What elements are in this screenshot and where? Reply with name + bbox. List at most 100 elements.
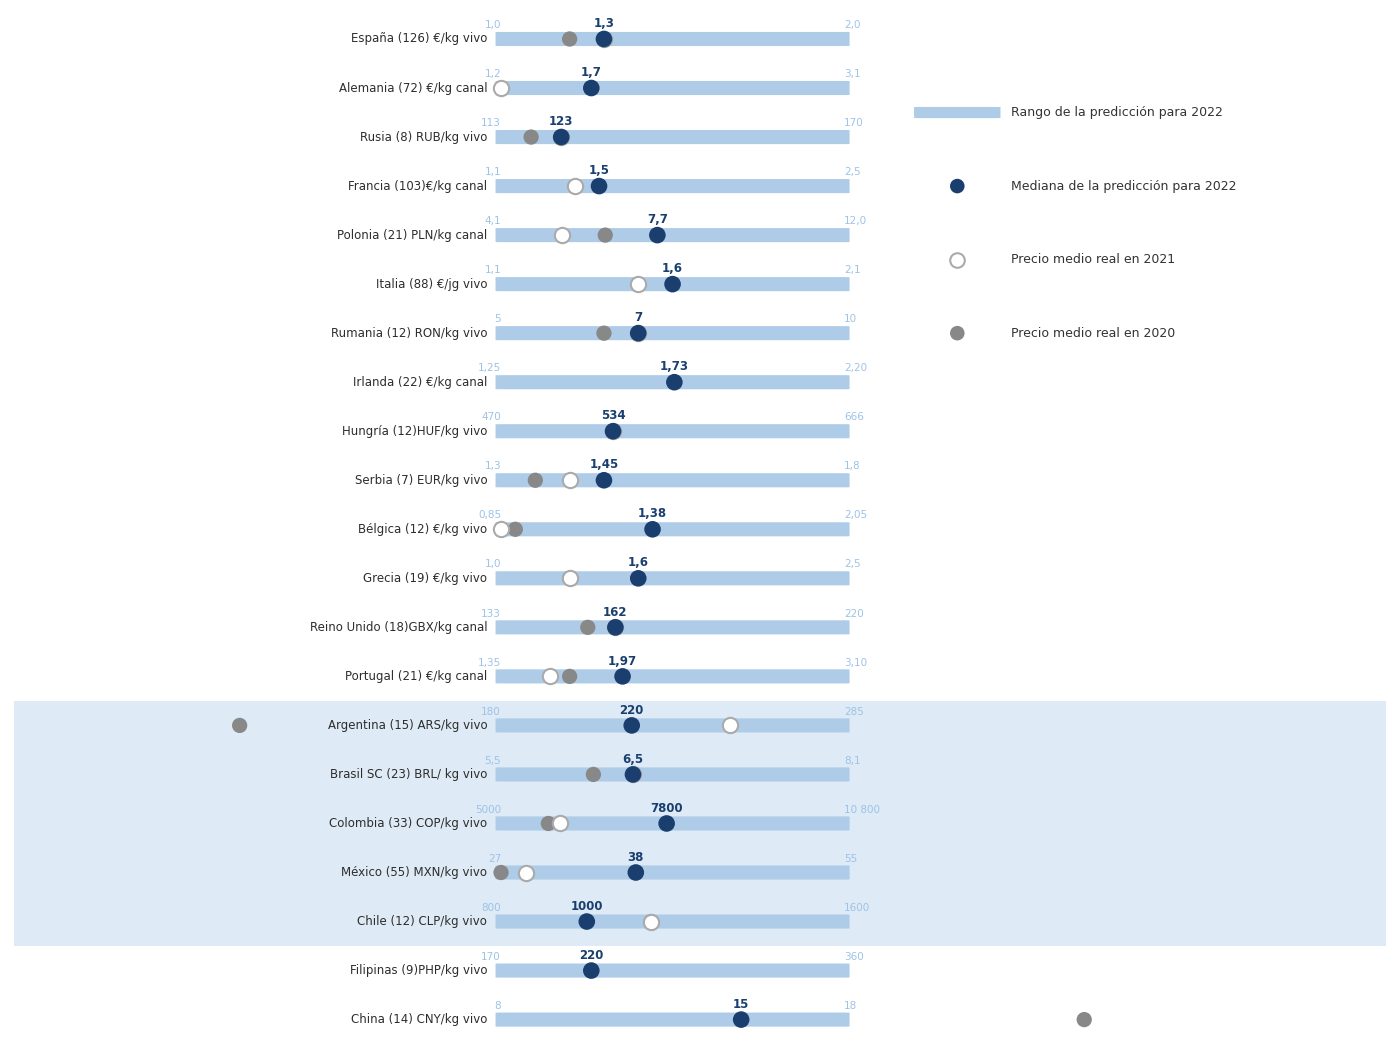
Text: Filipinas (9)PHP/kg vivo: Filipinas (9)PHP/kg vivo <box>350 964 487 978</box>
Text: 1,7: 1,7 <box>581 67 602 79</box>
Text: Mediana de la predicción para 2022: Mediana de la predicción para 2022 <box>1011 180 1238 193</box>
FancyBboxPatch shape <box>496 326 850 341</box>
Text: 1,0: 1,0 <box>484 560 501 569</box>
Point <box>228 717 251 734</box>
Text: 5: 5 <box>494 314 501 325</box>
Bar <box>14 700 1386 946</box>
Point <box>640 913 662 930</box>
Point <box>605 619 627 636</box>
Text: Reino Unido (18)GBX/kg canal: Reino Unido (18)GBX/kg canal <box>309 621 487 634</box>
Point <box>627 276 650 293</box>
Text: Rusia (8) RUB/kg vivo: Rusia (8) RUB/kg vivo <box>360 130 487 144</box>
Point <box>559 668 581 685</box>
Point <box>559 31 581 48</box>
Text: Bélgica (12) €/kg vivo: Bélgica (12) €/kg vivo <box>358 523 487 535</box>
Point <box>620 717 643 734</box>
Point <box>627 325 650 342</box>
Text: 6,5: 6,5 <box>623 752 644 766</box>
FancyBboxPatch shape <box>496 523 850 536</box>
Text: 7800: 7800 <box>651 802 683 815</box>
Text: México (55) MXN/kg vivo: México (55) MXN/kg vivo <box>342 867 487 879</box>
Point <box>592 472 615 489</box>
Text: 12,0: 12,0 <box>844 216 867 226</box>
Point <box>575 913 598 930</box>
Text: 1,6: 1,6 <box>662 262 683 275</box>
Text: 470: 470 <box>482 413 501 422</box>
Text: 1,0: 1,0 <box>484 20 501 31</box>
Text: España (126) €/kg vivo: España (126) €/kg vivo <box>351 33 487 45</box>
Text: 666: 666 <box>844 413 864 422</box>
Text: 133: 133 <box>482 608 501 619</box>
FancyBboxPatch shape <box>496 914 850 929</box>
Point <box>605 619 627 636</box>
Text: Grecia (19) €/kg vivo: Grecia (19) €/kg vivo <box>364 571 487 585</box>
Point <box>602 423 624 440</box>
Point <box>647 226 669 243</box>
Point <box>559 570 581 587</box>
Point <box>1072 1011 1095 1028</box>
FancyBboxPatch shape <box>496 767 850 782</box>
Point <box>538 815 560 832</box>
Text: Irlanda (22) €/kg canal: Irlanda (22) €/kg canal <box>353 376 487 388</box>
FancyBboxPatch shape <box>496 277 850 291</box>
FancyBboxPatch shape <box>496 1013 850 1026</box>
Point <box>580 962 602 979</box>
Point <box>624 864 647 881</box>
Text: 1,38: 1,38 <box>638 508 668 521</box>
Text: 123: 123 <box>549 115 574 128</box>
Text: 1,25: 1,25 <box>477 363 501 373</box>
FancyBboxPatch shape <box>496 179 850 194</box>
Text: 2,5: 2,5 <box>844 167 861 178</box>
Text: Hungría (12)HUF/kg vivo: Hungría (12)HUF/kg vivo <box>342 424 487 438</box>
Text: 285: 285 <box>844 707 864 716</box>
Point <box>580 79 602 96</box>
FancyBboxPatch shape <box>496 817 850 831</box>
Point <box>490 521 512 537</box>
Text: Argentina (15) ARS/kg vivo: Argentina (15) ARS/kg vivo <box>328 719 487 732</box>
Point <box>627 276 650 293</box>
Point <box>504 521 526 537</box>
Point <box>577 619 599 636</box>
Text: Chile (12) CLP/kg vivo: Chile (12) CLP/kg vivo <box>357 915 487 928</box>
Point <box>594 226 616 243</box>
Text: Italia (88) €/jg vivo: Italia (88) €/jg vivo <box>375 277 487 291</box>
Text: Portugal (21) €/kg canal: Portugal (21) €/kg canal <box>344 670 487 682</box>
Text: 3,10: 3,10 <box>844 658 867 668</box>
Text: 1,45: 1,45 <box>589 458 619 472</box>
Point <box>550 129 573 146</box>
Text: Rumania (12) RON/kg vivo: Rumania (12) RON/kg vivo <box>330 327 487 340</box>
Point <box>490 79 512 96</box>
Point <box>627 325 650 342</box>
Text: 1,73: 1,73 <box>659 361 689 373</box>
Text: 534: 534 <box>601 409 626 422</box>
Text: 1,1: 1,1 <box>484 167 501 178</box>
Point <box>524 472 546 489</box>
Point <box>519 129 542 146</box>
Text: 170: 170 <box>844 118 864 128</box>
Point <box>655 815 678 832</box>
FancyBboxPatch shape <box>496 376 850 389</box>
Point <box>641 521 664 537</box>
FancyBboxPatch shape <box>496 130 850 144</box>
Text: 1,8: 1,8 <box>844 461 861 472</box>
Point <box>718 717 741 734</box>
Text: 0,85: 0,85 <box>477 510 501 521</box>
Text: Polonia (21) PLN/kg canal: Polonia (21) PLN/kg canal <box>337 229 487 241</box>
Text: 4,1: 4,1 <box>484 216 501 226</box>
FancyBboxPatch shape <box>496 473 850 488</box>
Text: 8,1: 8,1 <box>844 755 861 766</box>
Point <box>946 251 969 268</box>
Text: 1,2: 1,2 <box>484 69 501 79</box>
Text: 38: 38 <box>627 851 644 863</box>
Text: 220: 220 <box>580 949 603 962</box>
Text: 3,1: 3,1 <box>844 69 861 79</box>
Point <box>592 31 615 48</box>
Point <box>946 178 969 195</box>
Text: Francia (103)€/kg canal: Francia (103)€/kg canal <box>349 180 487 193</box>
Point <box>661 276 683 293</box>
FancyBboxPatch shape <box>914 107 1001 118</box>
Text: 1,5: 1,5 <box>588 164 609 178</box>
Point <box>563 178 585 195</box>
Point <box>612 668 634 685</box>
Text: 27: 27 <box>487 854 501 863</box>
